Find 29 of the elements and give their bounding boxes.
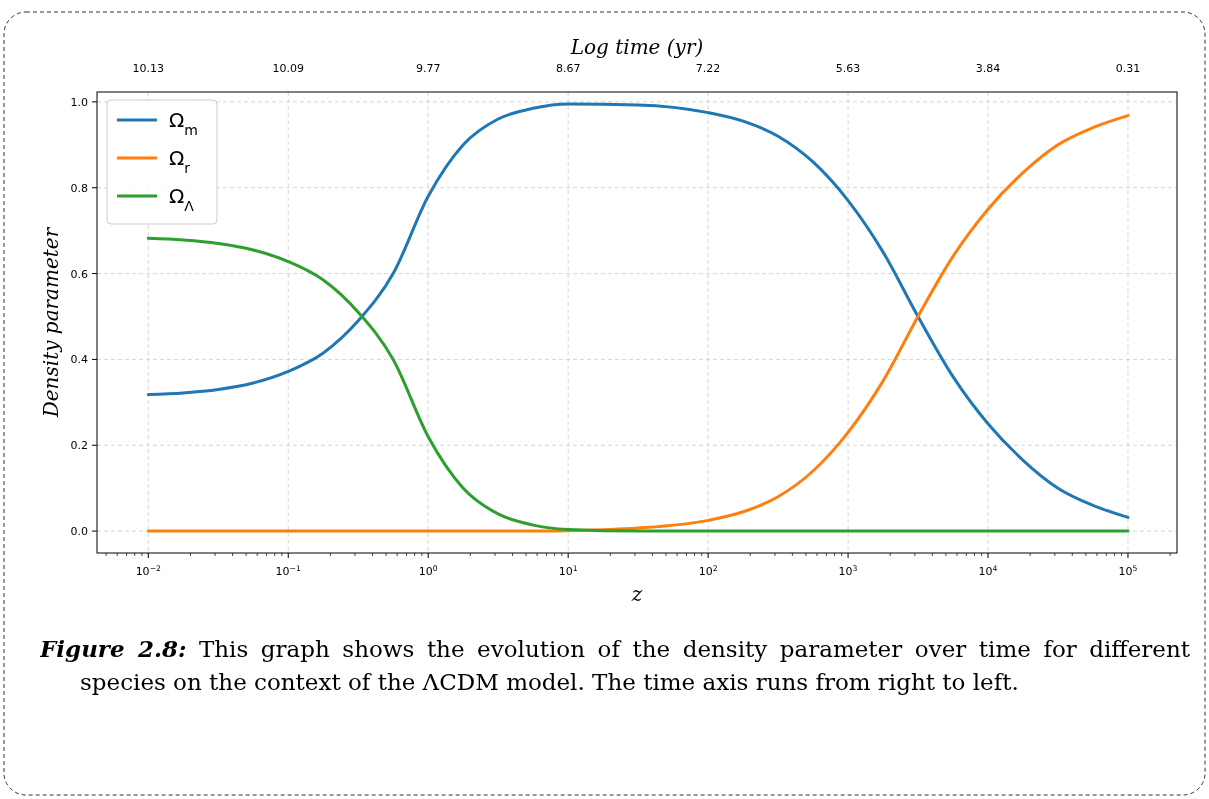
x-axis-title: z — [630, 582, 643, 606]
legend-label: Ω$_{r}$ — [169, 146, 191, 176]
x-tick-label: 10$^{4}$ — [978, 563, 998, 578]
x2-axis-title: Log time (yr) — [569, 35, 704, 59]
y-axis-title: Density parameter — [39, 226, 63, 419]
text: 8.67 — [555, 62, 581, 75]
text: 3.84 — [975, 62, 1001, 75]
text: 0.31 — [1115, 62, 1141, 75]
legend-label: Ω$_{m}$ — [169, 108, 198, 138]
text: 5.63 — [835, 62, 861, 75]
legend-label: Ω$_{Λ}$ — [169, 184, 195, 214]
x-tick-label: 10$^{−2}$ — [135, 563, 162, 578]
y-tick-label: 1.0 — [70, 95, 88, 109]
text: 10.09 — [272, 62, 304, 75]
y-tick-label: 0.4 — [70, 353, 88, 367]
x-tick-label: 10$^{−1}$ — [275, 563, 302, 578]
y-tick-label: 0.8 — [70, 181, 88, 195]
text: 9.77 — [415, 62, 441, 75]
text: 10.13 — [132, 62, 165, 75]
text: 7.22 — [695, 62, 721, 75]
caption: Figure 2.8: This graph shows the evolution of the density parameter over time for different species on the context of the ΛCDM model. The time axis runs from right to left. — [40, 634, 1190, 697]
x-tick-label: 10$^{2}$ — [698, 563, 718, 578]
x-tick-label: 10$^{3}$ — [838, 563, 858, 578]
y-tick-label: 0.6 — [70, 267, 88, 281]
y-tick-label: 0.2 — [70, 439, 88, 453]
x-tick-label: 10$^{1}$ — [558, 563, 578, 578]
x-tick-label: 10$^{5}$ — [1118, 563, 1138, 578]
x-tick-label: 10$^{0}$ — [418, 563, 438, 578]
y-tick-label: 0.0 — [70, 525, 88, 539]
